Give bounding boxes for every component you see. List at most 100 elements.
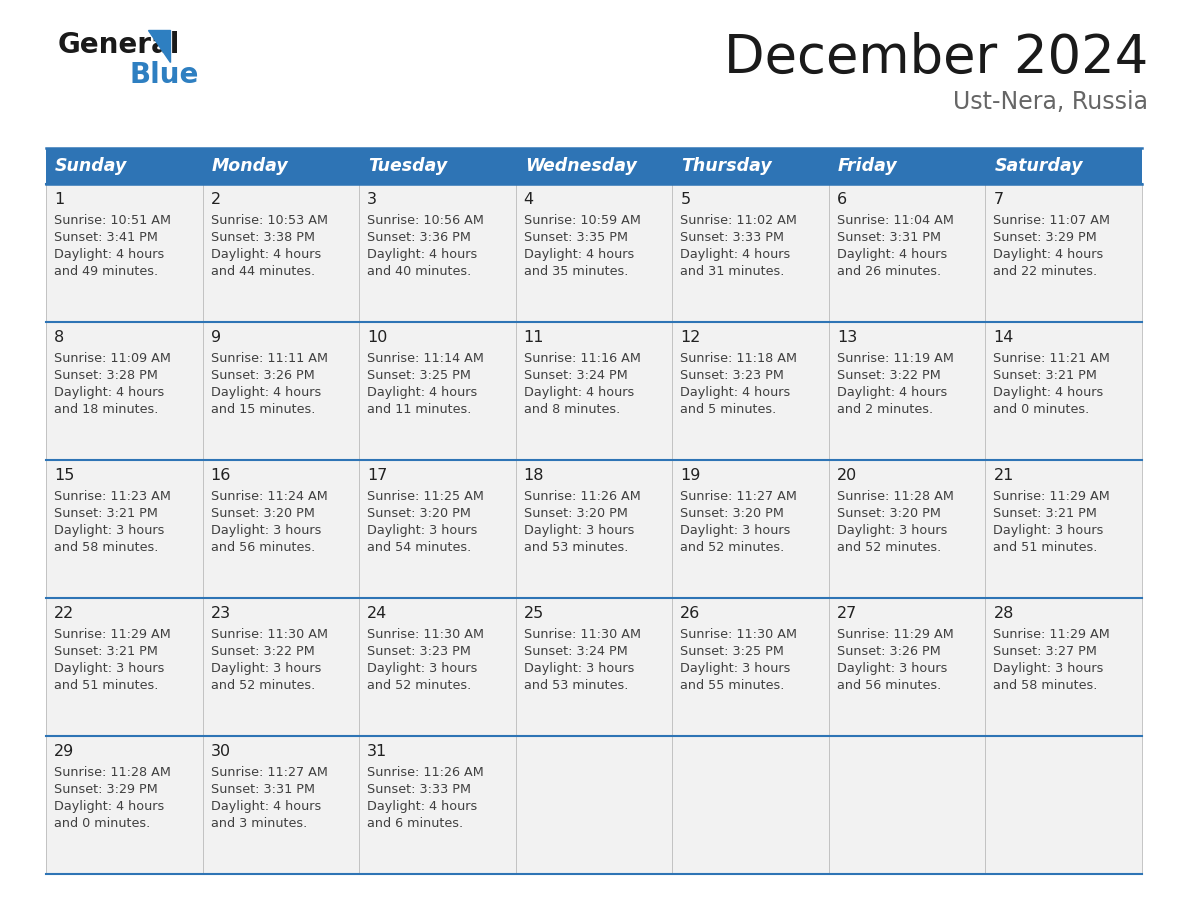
Text: Sunset: 3:23 PM: Sunset: 3:23 PM (367, 645, 470, 658)
Text: and 15 minutes.: and 15 minutes. (210, 403, 315, 416)
Text: Sunrise: 10:53 AM: Sunrise: 10:53 AM (210, 214, 328, 227)
Text: Monday: Monday (211, 157, 289, 175)
Text: Sunset: 3:25 PM: Sunset: 3:25 PM (681, 645, 784, 658)
Text: 6: 6 (836, 192, 847, 207)
Text: 10: 10 (367, 330, 387, 345)
Text: Sunset: 3:38 PM: Sunset: 3:38 PM (210, 231, 315, 244)
Bar (985, 598, 1142, 736)
Bar (203, 322, 359, 460)
Text: 29: 29 (53, 744, 74, 759)
Bar (46, 322, 203, 460)
Text: Daylight: 4 hours: Daylight: 4 hours (210, 800, 321, 813)
Text: and 52 minutes.: and 52 minutes. (210, 679, 315, 692)
Text: Sunset: 3:26 PM: Sunset: 3:26 PM (836, 645, 941, 658)
Text: Sunset: 3:20 PM: Sunset: 3:20 PM (367, 507, 470, 520)
Text: 24: 24 (367, 606, 387, 621)
Text: Sunrise: 11:27 AM: Sunrise: 11:27 AM (210, 766, 328, 779)
Text: Sunrise: 11:24 AM: Sunrise: 11:24 AM (210, 490, 328, 503)
Text: 4: 4 (524, 192, 533, 207)
Bar (203, 184, 359, 322)
Text: Daylight: 3 hours: Daylight: 3 hours (53, 524, 164, 537)
Text: Daylight: 3 hours: Daylight: 3 hours (367, 524, 478, 537)
Bar (46, 736, 203, 874)
Text: 15: 15 (53, 468, 75, 483)
Text: Wednesday: Wednesday (525, 157, 637, 175)
Text: 30: 30 (210, 744, 230, 759)
Text: Sunrise: 10:56 AM: Sunrise: 10:56 AM (367, 214, 484, 227)
Text: Daylight: 3 hours: Daylight: 3 hours (53, 662, 164, 675)
Text: Daylight: 4 hours: Daylight: 4 hours (53, 800, 164, 813)
Bar (829, 148, 985, 184)
Text: Sunset: 3:31 PM: Sunset: 3:31 PM (836, 231, 941, 244)
Bar (359, 322, 516, 460)
Text: Daylight: 3 hours: Daylight: 3 hours (367, 662, 478, 675)
Text: Sunrise: 11:11 AM: Sunrise: 11:11 AM (210, 352, 328, 365)
Text: and 54 minutes.: and 54 minutes. (367, 541, 472, 554)
Bar (516, 148, 672, 184)
Text: and 51 minutes.: and 51 minutes. (53, 679, 158, 692)
Text: Sunrise: 10:59 AM: Sunrise: 10:59 AM (524, 214, 640, 227)
Text: Daylight: 4 hours: Daylight: 4 hours (53, 386, 164, 399)
Text: Sunset: 3:28 PM: Sunset: 3:28 PM (53, 369, 158, 382)
Text: Sunset: 3:21 PM: Sunset: 3:21 PM (993, 507, 1098, 520)
Text: Tuesday: Tuesday (368, 157, 448, 175)
Text: and 58 minutes.: and 58 minutes. (53, 541, 158, 554)
Text: Sunset: 3:29 PM: Sunset: 3:29 PM (53, 783, 158, 796)
Text: Sunset: 3:20 PM: Sunset: 3:20 PM (210, 507, 315, 520)
Text: Sunset: 3:29 PM: Sunset: 3:29 PM (993, 231, 1098, 244)
Bar (985, 736, 1142, 874)
Text: Sunrise: 11:09 AM: Sunrise: 11:09 AM (53, 352, 171, 365)
Text: 14: 14 (993, 330, 1013, 345)
Text: Daylight: 3 hours: Daylight: 3 hours (993, 524, 1104, 537)
Text: and 44 minutes.: and 44 minutes. (210, 265, 315, 278)
Bar (672, 148, 829, 184)
Text: Sunrise: 11:30 AM: Sunrise: 11:30 AM (681, 628, 797, 641)
Text: and 8 minutes.: and 8 minutes. (524, 403, 620, 416)
Text: and 35 minutes.: and 35 minutes. (524, 265, 628, 278)
Bar (829, 598, 985, 736)
Bar (516, 322, 672, 460)
Text: 1: 1 (53, 192, 64, 207)
Text: Daylight: 4 hours: Daylight: 4 hours (524, 386, 634, 399)
Text: and 31 minutes.: and 31 minutes. (681, 265, 784, 278)
Text: Sunset: 3:20 PM: Sunset: 3:20 PM (836, 507, 941, 520)
Bar (359, 460, 516, 598)
Bar (672, 598, 829, 736)
Text: Sunrise: 11:28 AM: Sunrise: 11:28 AM (836, 490, 954, 503)
Text: 21: 21 (993, 468, 1013, 483)
Text: Daylight: 4 hours: Daylight: 4 hours (367, 386, 478, 399)
Bar (203, 736, 359, 874)
Text: Sunrise: 11:27 AM: Sunrise: 11:27 AM (681, 490, 797, 503)
Text: Blue: Blue (129, 61, 200, 89)
Bar (516, 736, 672, 874)
Text: Sunset: 3:26 PM: Sunset: 3:26 PM (210, 369, 315, 382)
Bar (359, 598, 516, 736)
Text: 18: 18 (524, 468, 544, 483)
Bar (672, 322, 829, 460)
Text: Sunrise: 11:29 AM: Sunrise: 11:29 AM (993, 628, 1110, 641)
Bar (672, 736, 829, 874)
Text: 13: 13 (836, 330, 857, 345)
Bar (829, 460, 985, 598)
Bar (985, 322, 1142, 460)
Text: Sunday: Sunday (55, 157, 127, 175)
Text: and 5 minutes.: and 5 minutes. (681, 403, 777, 416)
Bar (985, 148, 1142, 184)
Text: Daylight: 4 hours: Daylight: 4 hours (681, 248, 790, 261)
Text: Sunset: 3:20 PM: Sunset: 3:20 PM (681, 507, 784, 520)
Text: 16: 16 (210, 468, 230, 483)
Text: Sunrise: 10:51 AM: Sunrise: 10:51 AM (53, 214, 171, 227)
Text: Sunset: 3:20 PM: Sunset: 3:20 PM (524, 507, 627, 520)
Text: and 26 minutes.: and 26 minutes. (836, 265, 941, 278)
Bar (516, 184, 672, 322)
Text: 8: 8 (53, 330, 64, 345)
Text: Daylight: 3 hours: Daylight: 3 hours (524, 524, 634, 537)
Bar (985, 460, 1142, 598)
Text: Sunrise: 11:30 AM: Sunrise: 11:30 AM (210, 628, 328, 641)
Text: and 22 minutes.: and 22 minutes. (993, 265, 1098, 278)
Text: Saturday: Saturday (994, 157, 1083, 175)
Bar (829, 736, 985, 874)
Text: Sunset: 3:35 PM: Sunset: 3:35 PM (524, 231, 627, 244)
Text: and 53 minutes.: and 53 minutes. (524, 541, 628, 554)
Text: and 0 minutes.: and 0 minutes. (993, 403, 1089, 416)
